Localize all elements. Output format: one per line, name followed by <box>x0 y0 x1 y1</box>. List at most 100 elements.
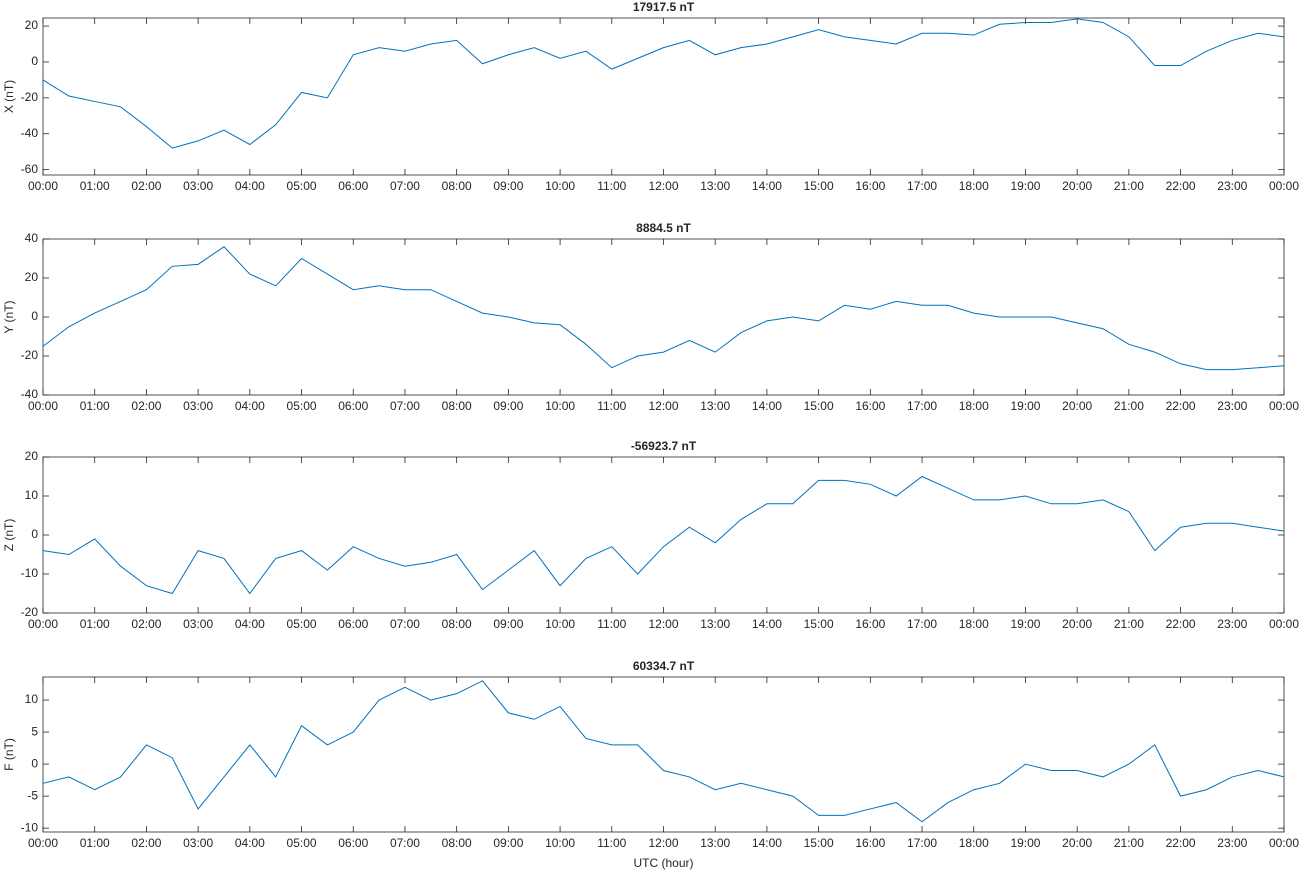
x-tick-label: 07:00 <box>390 399 420 413</box>
y-tick-label: -20 <box>21 90 39 104</box>
x-tick-label: 06:00 <box>338 399 368 413</box>
x-tick-label: 11:00 <box>597 617 626 631</box>
y-tick-label: 0 <box>31 309 38 323</box>
x-tick-label: 20:00 <box>1062 399 1092 413</box>
y-tick-label: 0 <box>31 54 38 68</box>
x-tick-label: 03:00 <box>183 617 213 631</box>
x-tick-label: 02:00 <box>131 617 161 631</box>
x-tick-label: 08:00 <box>442 179 472 193</box>
x-tick-label: 23:00 <box>1217 617 1247 631</box>
x-tick-label: 12:00 <box>648 617 678 631</box>
y-tick-label: 20 <box>25 449 39 463</box>
plot-area <box>42 676 1285 833</box>
x-tick-label: 22:00 <box>1166 617 1196 631</box>
x-tick-label: 01:00 <box>80 617 110 631</box>
data-line <box>42 475 1285 595</box>
x-tick-label: 04:00 <box>235 179 265 193</box>
x-tick-label: 09:00 <box>493 617 523 631</box>
x-tick-label: 12:00 <box>648 179 678 193</box>
x-tick-label: 11:00 <box>597 399 626 413</box>
x-tick-label: 08:00 <box>442 399 472 413</box>
x-tick-label: 00:00 <box>1269 836 1299 850</box>
x-tick-label: 02:00 <box>131 179 161 193</box>
x-tick-label: 00:00 <box>28 179 58 193</box>
y-tick-label: 0 <box>31 756 38 770</box>
x-tick-label: 22:00 <box>1166 179 1196 193</box>
y-tick-label: 5 <box>31 724 38 738</box>
plot-area <box>42 238 1285 396</box>
x-tick-label: 22:00 <box>1166 836 1196 850</box>
x-tick-label: 13:00 <box>700 179 730 193</box>
x-tick-label: 16:00 <box>855 836 885 850</box>
x-tick-label: 00:00 <box>28 399 58 413</box>
x-tick-label: 13:00 <box>700 617 730 631</box>
x-tick-label: 13:00 <box>700 399 730 413</box>
x-tick-label: 07:00 <box>390 179 420 193</box>
x-tick-label: 18:00 <box>959 617 989 631</box>
x-tick-label: 21:00 <box>1114 836 1144 850</box>
x-tick-label: 06:00 <box>338 617 368 631</box>
x-tick-label: 09:00 <box>493 836 523 850</box>
x-tick-label: 20:00 <box>1062 617 1092 631</box>
x-tick-label: 12:00 <box>648 836 678 850</box>
y-tick-label: -10 <box>21 566 39 580</box>
y-tick-label: -40 <box>21 387 39 401</box>
y-tick-label: -10 <box>21 820 39 834</box>
x-tick-label: 05:00 <box>287 617 317 631</box>
x-tick-label: 16:00 <box>855 399 885 413</box>
y-tick-label: 10 <box>25 488 39 502</box>
x-axis-label: UTC (hour) <box>633 856 693 870</box>
chart-title: 17917.5 nT <box>633 0 695 14</box>
data-line <box>42 680 1285 823</box>
x-tick-label: 15:00 <box>804 836 834 850</box>
x-tick-label: 21:00 <box>1114 179 1144 193</box>
x-tick-label: 07:00 <box>390 836 420 850</box>
x-tick-label: 17:00 <box>907 179 937 193</box>
x-tick-label: 14:00 <box>752 836 782 850</box>
x-tick-label: 10:00 <box>545 399 575 413</box>
data-line <box>42 18 1285 149</box>
y-tick-label: -20 <box>21 348 39 362</box>
chart-title: 8884.5 nT <box>636 221 691 235</box>
x-tick-label: 23:00 <box>1217 836 1247 850</box>
x-tick-label: 23:00 <box>1217 399 1247 413</box>
x-tick-label: 03:00 <box>183 399 213 413</box>
y-axis-label: X (nT) <box>2 80 16 113</box>
x-tick-label: 05:00 <box>287 399 317 413</box>
x-tick-label: 19:00 <box>1010 399 1040 413</box>
x-tick-label: 00:00 <box>1269 179 1299 193</box>
x-tick-label: 15:00 <box>804 617 834 631</box>
x-tick-label: 16:00 <box>855 617 885 631</box>
x-tick-label: 02:00 <box>131 399 161 413</box>
chart-title: -56923.7 nT <box>631 439 697 453</box>
x-tick-label: 19:00 <box>1010 179 1040 193</box>
x-tick-label: 01:00 <box>80 179 110 193</box>
x-tick-label: 10:00 <box>545 617 575 631</box>
x-tick-label: 09:00 <box>493 179 523 193</box>
y-axis-label: Y (nT) <box>2 300 16 333</box>
data-line <box>42 246 1285 371</box>
x-tick-label: 06:00 <box>338 836 368 850</box>
x-tick-label: 14:00 <box>752 179 782 193</box>
x-tick-label: 21:00 <box>1114 399 1144 413</box>
y-tick-label: -5 <box>27 788 38 802</box>
x-tick-label: 22:00 <box>1166 399 1196 413</box>
x-tick-label: 14:00 <box>752 399 782 413</box>
x-tick-label: 13:00 <box>700 836 730 850</box>
x-tick-label: 11:00 <box>597 179 626 193</box>
x-tick-label: 00:00 <box>28 836 58 850</box>
x-tick-label: 10:00 <box>545 836 575 850</box>
x-tick-label: 15:00 <box>804 399 834 413</box>
y-tick-label: -20 <box>21 605 39 619</box>
y-axis-label: F (nT) <box>2 738 16 771</box>
x-tick-label: 11:00 <box>597 836 626 850</box>
y-tick-label: -60 <box>21 162 39 176</box>
x-tick-label: 03:00 <box>183 179 213 193</box>
x-tick-label: 01:00 <box>80 836 110 850</box>
x-tick-label: 01:00 <box>80 399 110 413</box>
y-tick-label: 20 <box>25 270 39 284</box>
x-tick-label: 05:00 <box>287 179 317 193</box>
x-tick-label: 18:00 <box>959 179 989 193</box>
x-tick-label: 00:00 <box>1269 399 1299 413</box>
